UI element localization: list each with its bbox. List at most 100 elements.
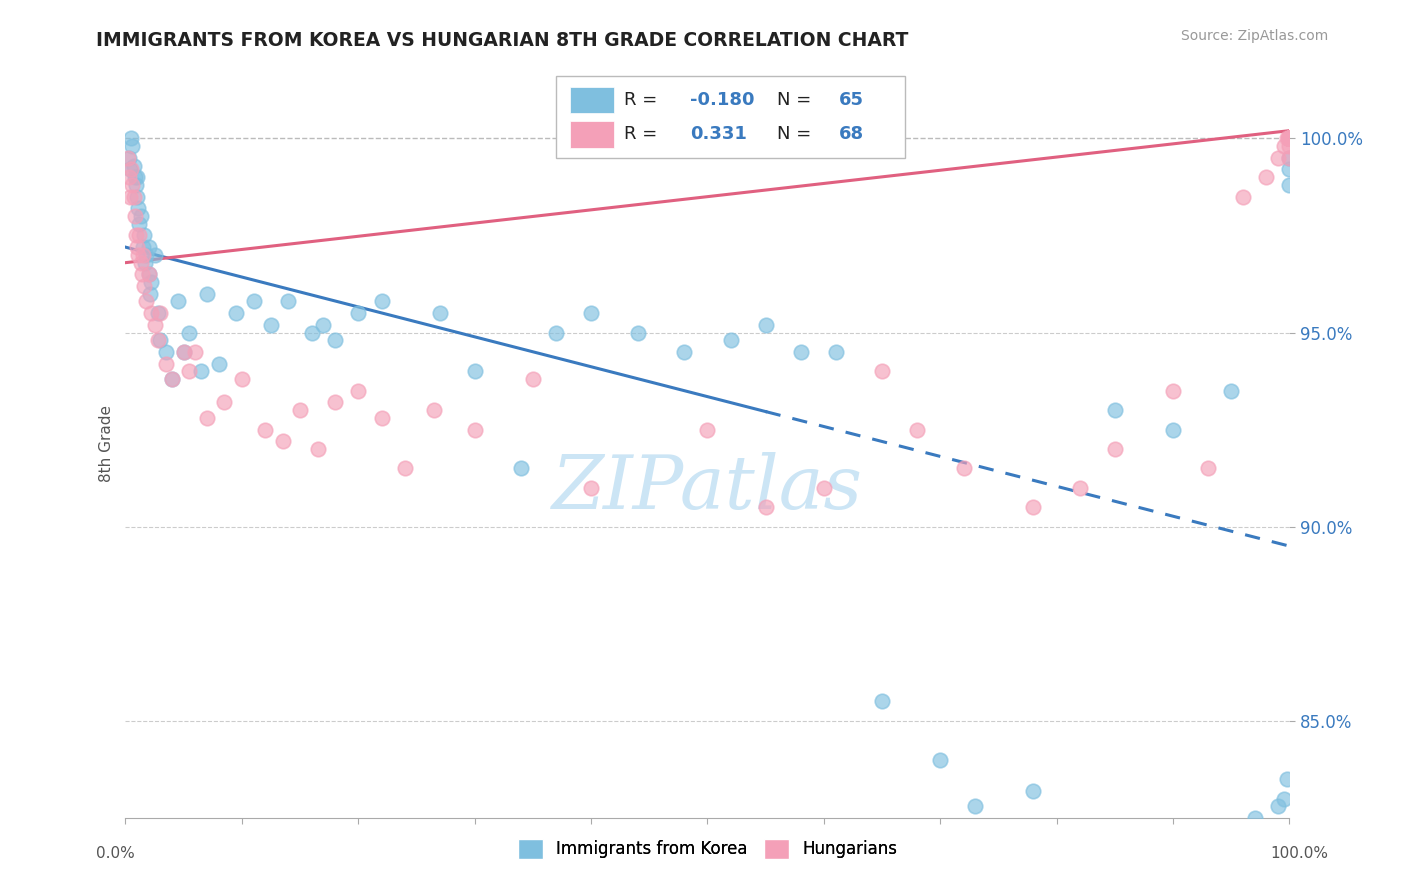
Point xyxy=(179,326,201,340)
Text: Source: ZipAtlas.com: Source: ZipAtlas.com xyxy=(1181,29,1329,43)
Point xyxy=(323,334,346,348)
Point xyxy=(160,372,183,386)
Text: 0.0%: 0.0% xyxy=(96,847,135,861)
Point xyxy=(139,275,162,289)
Point xyxy=(179,364,201,378)
FancyBboxPatch shape xyxy=(557,76,905,159)
Point xyxy=(184,345,207,359)
Point xyxy=(1272,791,1295,805)
Point xyxy=(1243,811,1265,825)
Point xyxy=(813,481,835,495)
Point xyxy=(1275,772,1298,786)
Point xyxy=(1278,131,1301,145)
Point xyxy=(132,228,155,243)
Point xyxy=(1220,384,1243,398)
Point xyxy=(929,753,952,767)
Point xyxy=(121,178,143,192)
Point xyxy=(1278,131,1301,145)
Point xyxy=(696,423,718,437)
Point xyxy=(173,345,195,359)
Point xyxy=(128,217,150,231)
Point xyxy=(1161,423,1184,437)
Point xyxy=(120,162,142,177)
Point xyxy=(118,151,141,165)
Point xyxy=(870,694,893,708)
Point xyxy=(323,395,346,409)
Point xyxy=(1267,799,1289,814)
Text: -0.180: -0.180 xyxy=(690,91,755,109)
Point xyxy=(522,372,544,386)
Point xyxy=(138,240,160,254)
Text: R =: R = xyxy=(624,91,662,109)
Point xyxy=(1278,139,1301,153)
Point xyxy=(579,481,602,495)
Point xyxy=(214,395,236,409)
Point xyxy=(166,294,188,309)
Point xyxy=(134,255,156,269)
Point xyxy=(755,318,778,332)
Point xyxy=(1069,481,1091,495)
Point xyxy=(149,306,172,320)
Point xyxy=(195,411,218,425)
Point xyxy=(173,345,195,359)
Point xyxy=(905,423,928,437)
Point xyxy=(1256,170,1278,185)
Point xyxy=(1161,384,1184,398)
Point xyxy=(301,326,323,340)
Point xyxy=(1232,189,1254,203)
Point xyxy=(117,151,139,165)
Point xyxy=(127,202,149,216)
Point xyxy=(1278,131,1301,145)
Point xyxy=(307,442,329,456)
Point xyxy=(127,240,149,254)
Point xyxy=(347,384,370,398)
Point xyxy=(1267,151,1289,165)
Point xyxy=(135,248,157,262)
Point xyxy=(132,279,155,293)
Point xyxy=(242,294,264,309)
Text: R =: R = xyxy=(624,126,668,144)
Point xyxy=(510,461,533,475)
Point xyxy=(131,268,153,282)
Point xyxy=(755,500,778,515)
Point xyxy=(128,228,150,243)
Point xyxy=(146,334,169,348)
Point xyxy=(1022,500,1045,515)
Point xyxy=(370,294,392,309)
Point xyxy=(870,364,893,378)
Point xyxy=(627,326,650,340)
Text: IMMIGRANTS FROM KOREA VS HUNGARIAN 8TH GRADE CORRELATION CHART: IMMIGRANTS FROM KOREA VS HUNGARIAN 8TH G… xyxy=(96,31,908,50)
Point xyxy=(118,170,141,185)
Point xyxy=(155,357,177,371)
Point xyxy=(464,364,486,378)
Point xyxy=(254,423,277,437)
Point xyxy=(129,209,152,223)
Text: 0.331: 0.331 xyxy=(690,126,747,144)
Point xyxy=(231,372,253,386)
Point xyxy=(129,255,152,269)
Point xyxy=(120,162,142,177)
FancyBboxPatch shape xyxy=(569,121,614,148)
Point xyxy=(1022,783,1045,797)
Point xyxy=(1278,162,1301,177)
Text: 65: 65 xyxy=(839,91,865,109)
Point xyxy=(124,170,146,185)
Point xyxy=(139,306,162,320)
Point xyxy=(824,345,846,359)
Point xyxy=(120,189,142,203)
Point xyxy=(347,306,370,320)
Point xyxy=(1278,178,1301,192)
Legend: Immigrants from Korea, Hungarians: Immigrants from Korea, Hungarians xyxy=(510,832,904,866)
Point xyxy=(155,345,177,359)
Point xyxy=(673,345,696,359)
Point xyxy=(271,434,294,449)
Point xyxy=(1278,131,1301,145)
Text: ZIPatlas: ZIPatlas xyxy=(553,452,863,524)
Point xyxy=(225,306,247,320)
Point xyxy=(121,139,143,153)
Point xyxy=(1104,403,1126,417)
Point xyxy=(143,318,166,332)
Point xyxy=(260,318,283,332)
Point xyxy=(1275,131,1298,145)
Point xyxy=(132,248,155,262)
